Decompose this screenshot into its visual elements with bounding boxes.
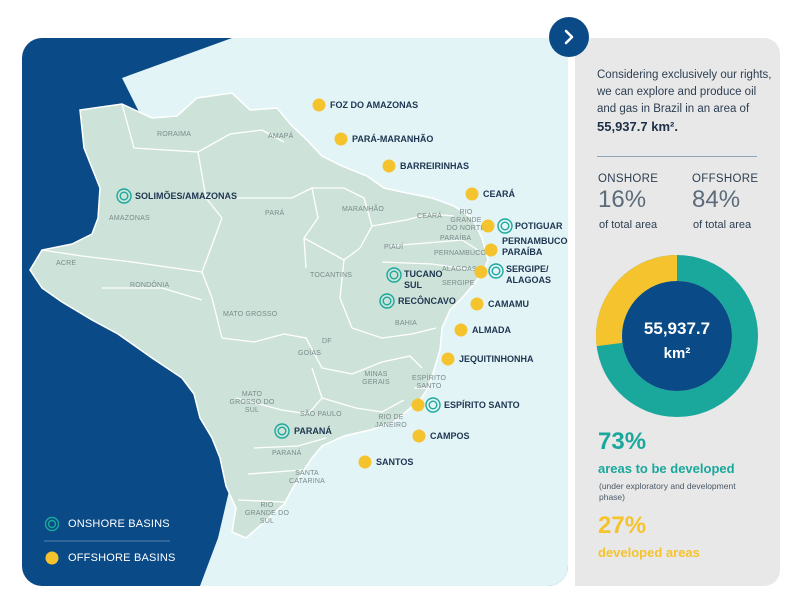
basin-label-para-maranhao: PARÁ-MARANHÃO [352, 134, 434, 144]
state-goias: GOÍAS [298, 350, 322, 357]
state-para: PARÁ [265, 210, 285, 217]
next-button[interactable] [549, 17, 589, 57]
basin-label-jequitinhonha: JEQUITINHONHA [459, 354, 534, 364]
state-minas-gerais: MINAS GERAIS [362, 371, 390, 386]
basin-label-camamu: CAMAMU [488, 299, 529, 309]
state-tocantins: TOCANTINS [310, 272, 353, 279]
intro-area-value: 55,937.7 km². [597, 119, 678, 134]
state-df: DF [322, 338, 332, 345]
donut-center-value: 55,937.7 [644, 319, 710, 338]
basin-label-ceara: CEARÁ [483, 189, 516, 199]
basin-label-solimoes: SOLIMÕES/AMAZONAS [135, 191, 238, 201]
to-develop-label: areas to be developed [598, 461, 735, 476]
developed-label: developed areas [598, 545, 700, 560]
to-develop-percent: 73% [598, 428, 647, 455]
state-rondonia: RONDÔNIA [130, 282, 170, 289]
onshore-title: ONSHORE [598, 173, 659, 185]
state-santa-catarina: SANTA CATARINA [289, 470, 325, 485]
onshore-percent: 16% [598, 186, 647, 213]
state-sao-paulo: SÃO PAULO [300, 411, 342, 418]
state-paraiba: PARAÍBA [440, 235, 472, 242]
legend-offshore-label: OFFSHORE BASINS [68, 552, 176, 564]
state-maranhao: MARANHÃO [342, 206, 385, 213]
state-rio-de-janeiro: RIO DE JANEIRO [375, 414, 407, 429]
map-panel: RORAIMA AMAPÁ AMAZONAS PARÁ MARANHÃO CEA… [22, 38, 568, 586]
basin-label-almada: ALMADA [472, 325, 511, 335]
basin-label-foz-do-amazonas: FOZ DO AMAZONAS [330, 100, 419, 110]
legend-offshore-icon [45, 551, 59, 565]
state-amapa: AMAPÁ [268, 133, 294, 140]
basin-label-reconcavo: RECÔNCAVO [398, 296, 456, 306]
state-acre: ACRE [56, 260, 77, 267]
state-roraima: RORAIMA [157, 131, 192, 138]
legend-onshore-label: ONSHORE BASINS [68, 518, 170, 530]
brazil-landmass [29, 92, 489, 539]
basin-label-espirito-santo: ESPÍRITO SANTO [444, 400, 520, 410]
area-donut-chart: 55,937.7 km² [596, 255, 758, 417]
state-piaui: PIAUÍ [384, 244, 404, 251]
onshore-subtitle: of total area [599, 219, 658, 231]
offshore-percent: 84% [692, 186, 741, 213]
donut-developed-segment [596, 255, 678, 347]
brazil-map [22, 38, 568, 586]
basin-label-potiguar: POTIGUAR [515, 221, 563, 231]
to-develop-note: (under exploratory and development phase… [599, 481, 736, 502]
developed-percent: 27% [598, 512, 647, 539]
basin-label-tucano-sul: TUCANO SUL [404, 269, 443, 290]
intro-divider [597, 156, 757, 157]
state-rio-grande-do-norte: RIO GRANDE DO NORTE [446, 209, 486, 232]
basin-label-campos: CAMPOS [430, 431, 470, 441]
state-sergipe: SERGIPE [442, 280, 475, 287]
state-pernambuco: PERNAMBUCO [434, 250, 487, 257]
legend-markers [44, 516, 170, 565]
offshore-title: OFFSHORE [692, 173, 759, 185]
offshore-subtitle: of total area [693, 219, 752, 231]
chevron-right-icon [564, 29, 574, 45]
state-espirito-santo: ESPÍRITO SANTO [412, 375, 447, 390]
state-borders [41, 103, 479, 503]
state-mato-grosso: MATO GROSSO [223, 311, 278, 318]
state-rio-grande-do-sul: RIO GRANDE DO SUL [244, 502, 290, 525]
basin-label-pernambuco-paraiba: PERNAMBUCO- PARAÍBA [502, 236, 568, 257]
intro-text: Considering exclusively our rights, we c… [597, 67, 777, 137]
state-bahia: BAHIA [395, 320, 418, 327]
basin-label-parana: PARANÁ [294, 426, 332, 436]
donut-center-unit: km² [664, 345, 691, 362]
state-ceara: CEARÁ [417, 213, 443, 220]
state-mato-grosso-do-sul: MATO GROSSO DO SUL [229, 391, 275, 414]
state-parana: PARANÁ [272, 450, 302, 457]
state-alagoas: ALAGOAS [442, 266, 477, 273]
donut-center-disc [622, 281, 732, 391]
state-amazonas: AMAZONAS [109, 215, 150, 222]
basin-label-sergipe-alagoas: SERGIPE/ ALAGOAS [506, 264, 551, 285]
basin-label-santos: SANTOS [376, 457, 414, 467]
basin-label-barreirinhas: BARREIRINHAS [400, 161, 470, 171]
intro-sentence: Considering exclusively our rights, we c… [597, 69, 772, 115]
legend-onshore-icon [44, 516, 60, 532]
